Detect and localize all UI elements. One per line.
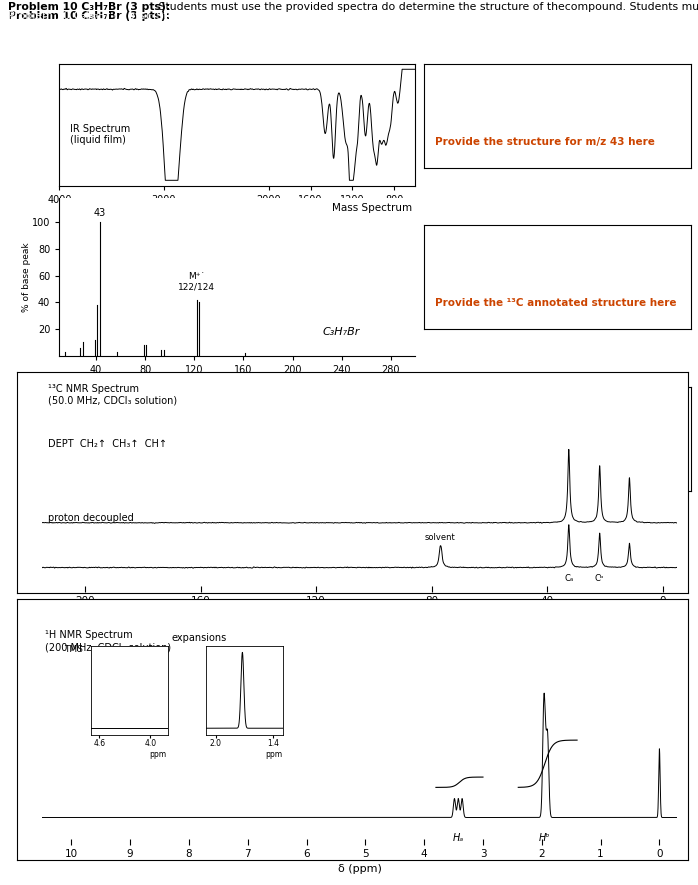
Y-axis label: % of base peak: % of base peak [22,242,31,312]
Text: Provide the ¹³C annotated structure here: Provide the ¹³C annotated structure here [435,298,676,308]
Text: solvent: solvent [425,533,456,543]
Text: ppm: ppm [150,750,167,759]
Text: 43: 43 [94,208,106,219]
Text: proton decoupled: proton decoupled [48,512,134,522]
Text: Problem 10 C₃H₇Br (3 pts): Students must use the provided spectra do determine t: Problem 10 C₃H₇Br (3 pts): Students must… [8,11,563,32]
Text: Mass Spectrum: Mass Spectrum [332,203,412,213]
Text: Problem 10 C₃H₇Br (3 pts):: Problem 10 C₃H₇Br (3 pts): [8,2,170,12]
Text: ppm: ppm [265,750,282,759]
Text: Problem 10 C₃H₇Br (3 pts):: Problem 10 C₃H₇Br (3 pts): [8,11,170,20]
X-axis label: V  (cm⁻¹): V (cm⁻¹) [214,208,261,218]
Text: ¹³C NMR Spectrum
(50.0 MHz, CDCl₃ solution): ¹³C NMR Spectrum (50.0 MHz, CDCl₃ soluti… [48,384,177,406]
Text: Cᵇ: Cᵇ [595,573,604,582]
X-axis label: δ (ppm): δ (ppm) [338,611,381,620]
Text: IR Spectrum
(liquid film): IR Spectrum (liquid film) [70,124,131,145]
Text: expansions: expansions [171,634,227,643]
Text: DEPT  CH₂↑  CH₃↑  CH↑: DEPT CH₂↑ CH₃↑ CH↑ [48,439,168,450]
X-axis label: m/e: m/e [227,381,248,390]
Text: Students must use the provided spectra do determine the structure of thecompound: Students must use the provided spectra d… [8,2,698,12]
Text: Hᵇ: Hᵇ [539,833,551,843]
Text: M⁺˙
122/124: M⁺˙ 122/124 [178,273,215,292]
Text: ¹H NMR Spectrum
(200 MHz, CDCl₃ solution): ¹H NMR Spectrum (200 MHz, CDCl₃ solution… [45,630,171,652]
Text: TMS: TMS [64,644,83,654]
X-axis label: δ (ppm): δ (ppm) [338,864,381,873]
Text: Provide the structure for m/z 43 here: Provide the structure for m/z 43 here [435,137,655,147]
Text: Provide the ¹H annotated structure here: Provide the ¹H annotated structure here [435,460,673,470]
Text: C₃H₇Br: C₃H₇Br [323,327,360,336]
Text: Cₐ: Cₐ [564,573,574,582]
Text: Hₐ: Hₐ [452,833,464,843]
